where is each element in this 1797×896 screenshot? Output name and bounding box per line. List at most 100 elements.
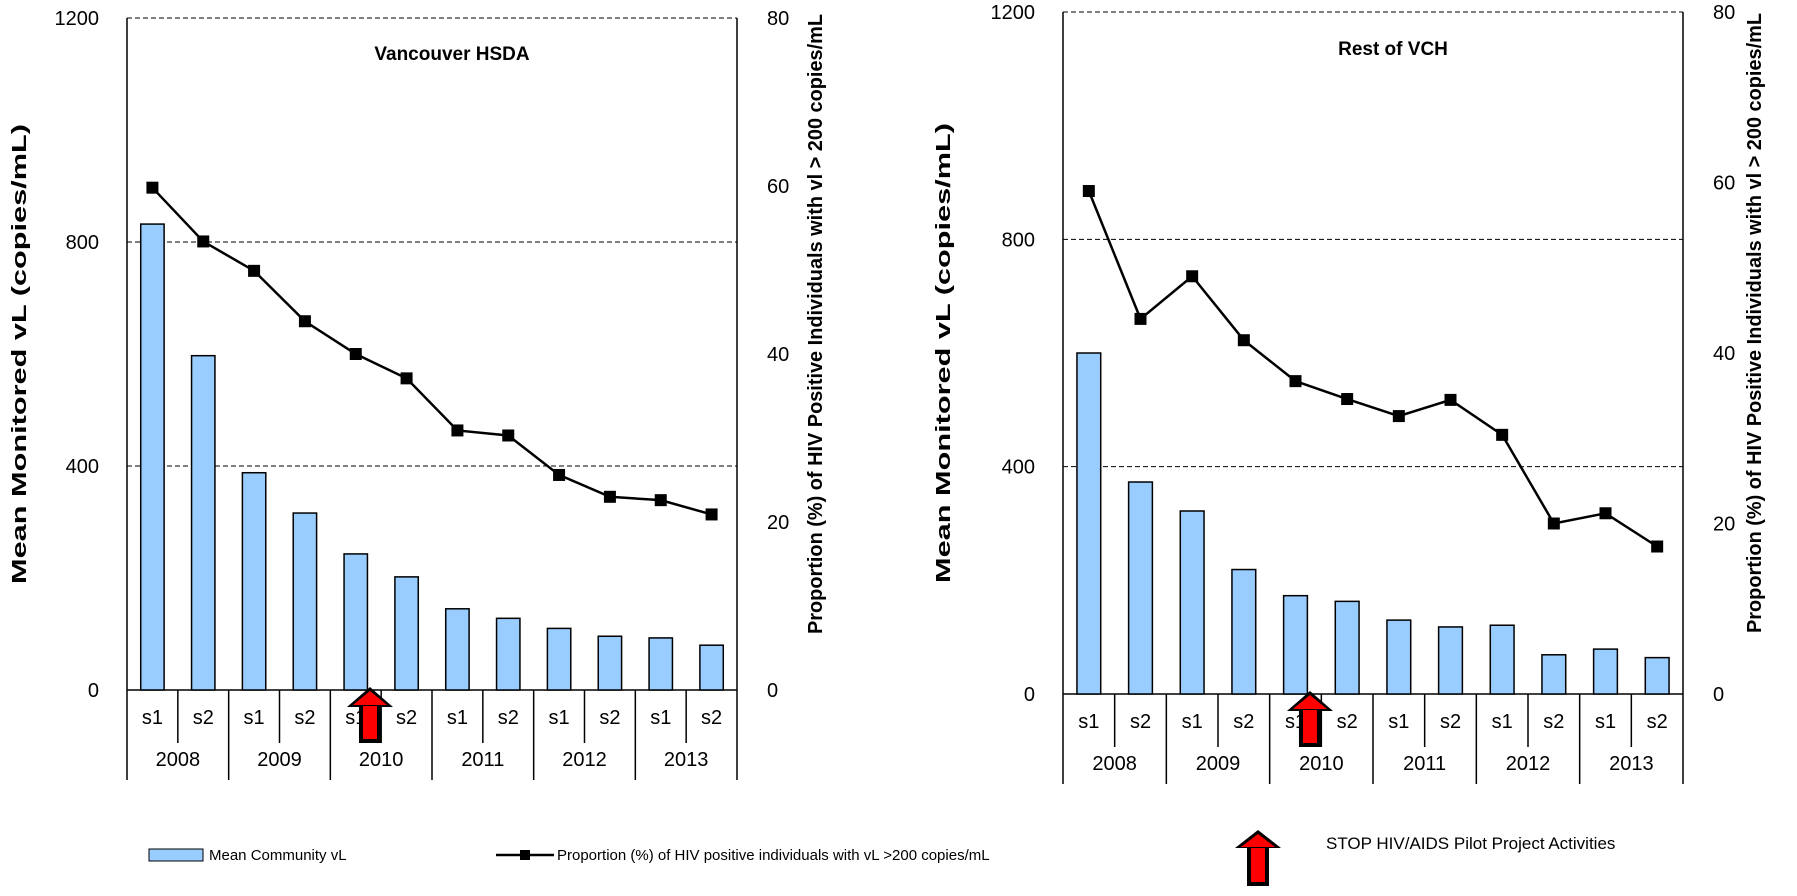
line-marker [1082, 185, 1095, 198]
arrow-shaft [362, 706, 377, 739]
y2-tick-label: 60 [1713, 173, 1735, 195]
chart-rest-of-vch: 0 400 800 1200 0 20 40 60 80 Rest of VCH Mean Moni… [933, 2, 1766, 784]
legend-bar-label: Mean Community vL [209, 847, 347, 864]
arrow-head [1292, 695, 1327, 709]
y-tick-label: 400 [1002, 457, 1035, 479]
bar [1231, 568, 1257, 695]
y2-tick-label: 0 [1713, 684, 1724, 706]
y-tick-label: 0 [88, 680, 99, 702]
x-tick-label: s2 [1130, 711, 1151, 733]
y-tick-label: 1200 [55, 8, 100, 30]
y-tick-label: 0 [1024, 684, 1035, 706]
bar [1076, 352, 1102, 695]
bar [241, 471, 267, 691]
y2-tick-label: 40 [767, 344, 789, 366]
line-marker [1599, 507, 1612, 520]
bar [1644, 656, 1670, 695]
series-line [1087, 190, 1658, 548]
y2-tick-label: 0 [767, 680, 778, 702]
y2-tick-label: 80 [1713, 2, 1735, 24]
y-axis-label: Mean Monitored vL (copies/mL) [933, 123, 955, 583]
line-marker [1134, 312, 1147, 325]
line-marker [298, 315, 311, 328]
pilot-arrow-icon [346, 687, 393, 743]
x-tick-label: s1 [1182, 711, 1203, 733]
x-group-label: 2011 [1403, 753, 1446, 775]
x-group-label: 2013 [1609, 753, 1654, 775]
bar [1179, 510, 1205, 695]
x-tick-label: s1 [244, 707, 265, 729]
y-tick-label: 800 [66, 232, 99, 254]
x-tick-label: s1 [549, 707, 570, 729]
x-group-label: 2008 [1092, 753, 1137, 775]
bar [292, 512, 318, 691]
x-tick-label: s1 [1388, 711, 1409, 733]
chart-legend: Mean Community vL Proportion (%) of HIV … [148, 830, 1615, 886]
line-marker [553, 468, 566, 481]
bar [190, 354, 216, 691]
bar [1127, 481, 1154, 695]
bar [495, 617, 521, 691]
line-marker [451, 424, 464, 437]
line-marker [1341, 393, 1354, 406]
chart-title: Rest of VCH [1338, 39, 1448, 60]
x-group-label: 2012 [562, 749, 607, 771]
y-tick-label: 400 [66, 456, 99, 478]
line-marker [603, 490, 616, 503]
x-tick-label: s1 [447, 707, 468, 729]
arrow-shaft [1302, 710, 1317, 743]
x-tick-label: s2 [294, 707, 315, 729]
y2-tick-label: 40 [1713, 343, 1735, 365]
x-tick-label: s1 [1595, 711, 1616, 733]
x-tick-label: s1 [1078, 711, 1099, 733]
x-group-label: 2010 [359, 749, 404, 771]
bar [699, 644, 725, 691]
line-marker [1496, 428, 1509, 441]
bar [139, 223, 165, 691]
line-marker [1392, 410, 1405, 423]
line-marker [1186, 270, 1199, 283]
bar [1386, 619, 1412, 695]
bar [648, 637, 674, 691]
line-marker [248, 264, 261, 277]
y2-tick-label: 60 [767, 176, 789, 198]
series-line [151, 186, 712, 516]
x-group-label: 2012 [1506, 753, 1551, 775]
bar [597, 635, 623, 691]
chart-title: Vancouver HSDA [374, 44, 529, 65]
y-axis-label: Mean Monitored vL (copies/mL) [9, 124, 31, 584]
legend-arrow-icon [1235, 830, 1281, 886]
y2-tick-label: 80 [767, 8, 789, 30]
y-tick-label: 800 [1002, 229, 1035, 251]
line-marker [502, 429, 515, 442]
y2-axis-label: Proportion (%) of HIV Positive Individua… [1744, 13, 1766, 633]
bar [1334, 600, 1360, 695]
x-group-label: 2008 [156, 749, 201, 771]
x-tick-label: s2 [1337, 711, 1358, 733]
line-marker [1444, 393, 1457, 406]
line-marker [400, 372, 413, 385]
line-marker [197, 235, 210, 248]
x-tick-label: s2 [1233, 711, 1254, 733]
bar [1282, 594, 1309, 695]
x-tick-label: s2 [1440, 711, 1461, 733]
bar [394, 576, 420, 691]
x-group-label: 2010 [1299, 753, 1344, 775]
bar [546, 627, 572, 691]
x-tick-label: s1 [1492, 711, 1513, 733]
line-marker [1237, 334, 1250, 347]
x-tick-label: s2 [701, 707, 722, 729]
x-tick-label: s2 [498, 707, 519, 729]
x-tick-label: s2 [193, 707, 214, 729]
x-tick-label: s1 [650, 707, 671, 729]
line-marker [1547, 517, 1560, 530]
x-group-label: 2011 [461, 749, 504, 771]
bar [1541, 654, 1567, 695]
bar [1437, 626, 1464, 695]
line-marker [654, 494, 667, 507]
x-tick-label: s1 [142, 707, 163, 729]
x-tick-label: s2 [1647, 711, 1668, 733]
chart-vancouver-hsda: 0 400 800 1200 0 20 40 60 80 Vancouver HSDA Mean M… [9, 8, 827, 780]
bar [343, 553, 369, 691]
y2-tick-label: 20 [767, 512, 789, 534]
